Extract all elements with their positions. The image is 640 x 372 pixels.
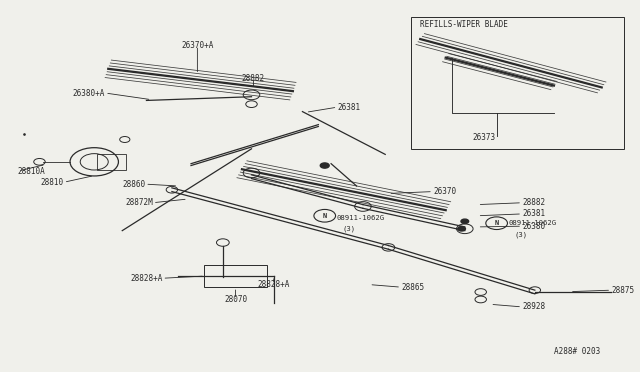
Text: 08911-1062G: 08911-1062G xyxy=(508,220,556,226)
Text: (3): (3) xyxy=(342,225,356,232)
Text: 26380+A: 26380+A xyxy=(73,89,105,97)
Text: N: N xyxy=(495,220,499,226)
Text: 28860: 28860 xyxy=(122,180,145,189)
Text: 28882: 28882 xyxy=(242,74,265,83)
Text: 26381: 26381 xyxy=(522,209,545,218)
Text: N: N xyxy=(323,213,327,219)
Text: A288# 0203: A288# 0203 xyxy=(554,347,600,356)
Text: 26381: 26381 xyxy=(337,103,360,112)
Bar xyxy=(97,154,126,170)
Text: 28070: 28070 xyxy=(224,295,247,304)
Text: (3): (3) xyxy=(515,231,527,238)
Circle shape xyxy=(461,219,468,224)
Text: 28928: 28928 xyxy=(522,302,545,311)
Text: REFILLS-WIPER BLADE: REFILLS-WIPER BLADE xyxy=(420,20,508,29)
Text: 26373: 26373 xyxy=(472,132,495,141)
Text: 08911-1062G: 08911-1062G xyxy=(336,215,384,221)
Bar xyxy=(411,17,624,149)
Text: 26370+A: 26370+A xyxy=(181,41,214,50)
Text: 28872M: 28872M xyxy=(125,198,153,207)
Bar xyxy=(204,265,268,287)
Text: 28875: 28875 xyxy=(611,286,634,295)
Text: 26380: 26380 xyxy=(522,222,545,231)
Text: 28810: 28810 xyxy=(40,178,63,187)
Text: 28882: 28882 xyxy=(522,198,545,207)
Text: 26370: 26370 xyxy=(433,187,456,196)
Circle shape xyxy=(320,163,329,168)
Text: 28828+A: 28828+A xyxy=(257,280,290,289)
Text: 28865: 28865 xyxy=(401,283,424,292)
Text: 28828+A: 28828+A xyxy=(130,274,163,283)
Text: 28810A: 28810A xyxy=(18,167,45,176)
Circle shape xyxy=(458,227,465,231)
